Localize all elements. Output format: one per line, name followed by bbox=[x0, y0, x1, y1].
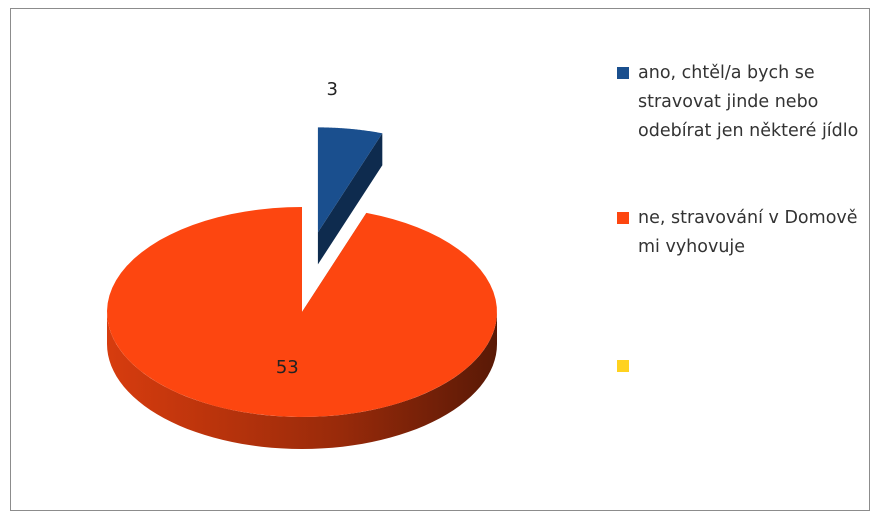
pie-slice bbox=[107, 207, 497, 449]
slice-top bbox=[107, 207, 497, 417]
data-label: 53 bbox=[276, 357, 299, 378]
slice-cut-face bbox=[317, 133, 383, 265]
legend-label: ano, chtěl/a bych se stravovat jinde neb… bbox=[638, 63, 859, 141]
pie-slice bbox=[317, 127, 383, 265]
slice-side bbox=[107, 312, 497, 449]
legend-swatch bbox=[617, 212, 629, 224]
legend-swatch bbox=[617, 67, 629, 79]
legend-label: ne, stravování v Domově mi vyhovuje bbox=[638, 208, 858, 257]
data-label: 3 bbox=[327, 79, 338, 100]
legend-swatch bbox=[617, 360, 629, 372]
slice-top bbox=[317, 127, 383, 233]
